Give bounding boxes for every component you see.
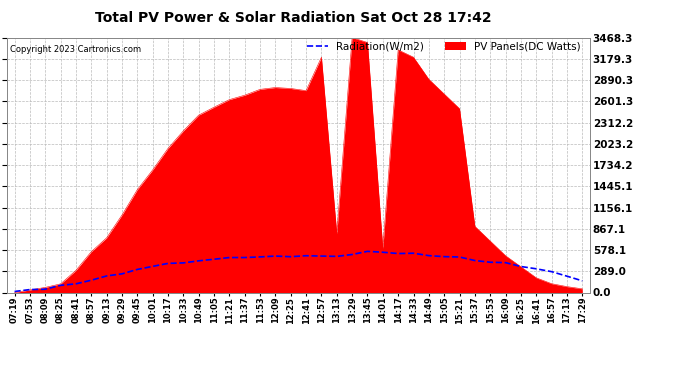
Text: Total PV Power & Solar Radiation Sat Oct 28 17:42: Total PV Power & Solar Radiation Sat Oct… xyxy=(95,11,491,25)
Text: Copyright 2023 Cartronics.com: Copyright 2023 Cartronics.com xyxy=(10,45,141,54)
Legend: Radiation(W/m2), PV Panels(DC Watts): Radiation(W/m2), PV Panels(DC Watts) xyxy=(303,38,584,56)
